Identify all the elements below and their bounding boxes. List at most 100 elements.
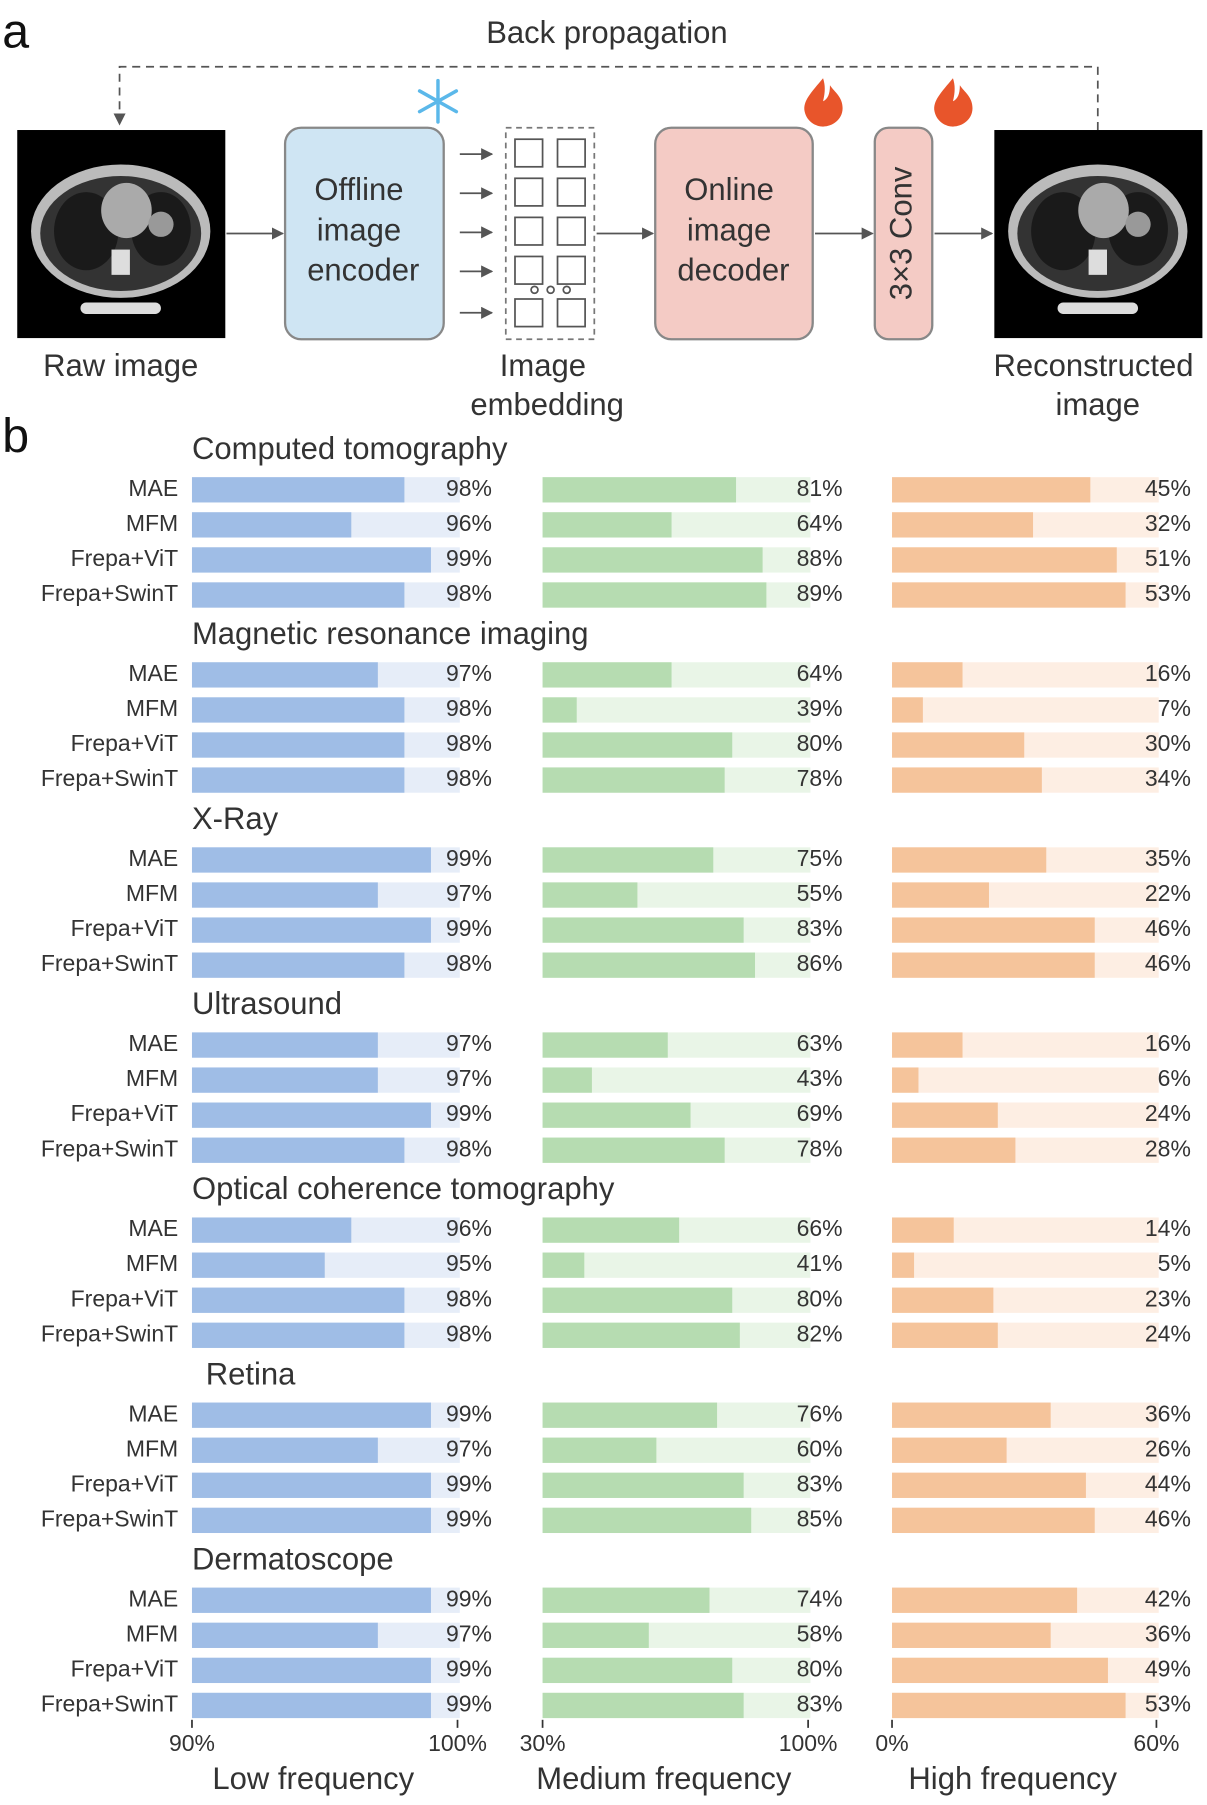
value-label: 41% (797, 1250, 843, 1276)
category-label: Frepa+SwinT (41, 765, 178, 791)
bar (892, 732, 1025, 758)
bar (892, 1507, 1095, 1534)
bar (892, 1067, 919, 1093)
value-label: 88% (797, 545, 843, 571)
bar (892, 917, 1095, 943)
x-tick-label: 100% (428, 1730, 487, 1756)
value-label: 74% (797, 1585, 843, 1611)
bar (892, 1217, 954, 1243)
value-label: 98% (446, 1135, 492, 1161)
flame-icon (934, 78, 973, 127)
bar (542, 582, 767, 608)
value-label: 98% (446, 475, 492, 501)
group-title: Optical coherence tomography (192, 1171, 615, 1206)
value-label: 55% (797, 880, 843, 906)
bar (191, 662, 378, 688)
value-label: 96% (446, 1215, 492, 1241)
value-label: 53% (1145, 1691, 1191, 1717)
value-label: 98% (446, 765, 492, 791)
bar (892, 1322, 998, 1348)
bar (892, 882, 989, 908)
group-title: X-Ray (192, 801, 279, 836)
bar (892, 767, 1042, 793)
category-label: MFM (126, 1435, 178, 1461)
category-label: MFM (126, 1620, 178, 1646)
encoder-box (283, 126, 445, 341)
bar (542, 1067, 592, 1093)
value-label: 16% (1145, 660, 1191, 686)
category-label: MFM (126, 880, 178, 906)
bar (191, 1032, 378, 1058)
bar (191, 1322, 405, 1348)
bar (542, 1217, 680, 1243)
bar (542, 1657, 733, 1684)
bar (892, 952, 1095, 978)
category-label: Frepa+ViT (71, 730, 179, 756)
value-label: 64% (797, 510, 843, 536)
value-label: 26% (1145, 1435, 1191, 1461)
value-label: 96% (446, 510, 492, 536)
value-label: 24% (1145, 1100, 1191, 1126)
value-label: 46% (1145, 915, 1191, 941)
bar (892, 1137, 1016, 1163)
category-label: MAE (128, 475, 178, 501)
value-label: 98% (446, 695, 492, 721)
bar (892, 547, 1117, 573)
value-label: 60% (797, 1435, 843, 1461)
bar (542, 1402, 718, 1428)
bar (542, 1622, 649, 1648)
bar (892, 582, 1126, 608)
panel-label: a (2, 4, 29, 58)
value-label: 99% (446, 845, 492, 871)
value-label: 63% (797, 1030, 843, 1056)
value-label: 98% (446, 1285, 492, 1311)
bar (542, 767, 725, 793)
conv-label: 3×3 Conv (884, 166, 919, 300)
category-label: Frepa+SwinT (41, 1135, 178, 1161)
category-label: MAE (128, 1030, 178, 1056)
loop-arrow (113, 65, 1099, 131)
value-label: 82% (797, 1320, 843, 1346)
value-label: 30% (1145, 730, 1191, 756)
bar (892, 1287, 994, 1313)
decoder-box (654, 126, 814, 341)
bar (892, 697, 923, 723)
bar-track (892, 697, 1159, 723)
raw-image (17, 130, 226, 339)
bar (191, 1437, 378, 1463)
category-label: MFM (126, 510, 178, 536)
bar (542, 1472, 744, 1498)
bar (542, 1287, 733, 1313)
bar (191, 1137, 405, 1163)
value-label: 89% (797, 580, 843, 606)
bar (191, 1217, 352, 1243)
bar (191, 582, 405, 608)
value-label: 53% (1145, 580, 1191, 606)
category-label: Frepa+ViT (71, 1100, 179, 1126)
x-axis-label: High frequency (908, 1761, 1117, 1796)
bar (542, 1507, 752, 1534)
group-title: Computed tomography (192, 431, 508, 466)
bar (542, 1137, 725, 1163)
bar (191, 697, 405, 723)
bar (542, 882, 638, 908)
value-label: 97% (446, 1435, 492, 1461)
value-label: 7% (1158, 695, 1191, 721)
bar (191, 917, 431, 943)
bar (892, 662, 963, 688)
value-label: 14% (1145, 1215, 1191, 1241)
category-label: MFM (126, 1065, 178, 1091)
bar (542, 732, 733, 758)
bar (191, 1692, 431, 1719)
category-label: Frepa+SwinT (41, 1691, 178, 1717)
group-title: Magnetic resonance imaging (192, 616, 589, 651)
bar (892, 1472, 1086, 1498)
value-label: 23% (1145, 1285, 1191, 1311)
bar-track (542, 1252, 811, 1278)
bar (191, 1587, 431, 1613)
decoder-label: Online image decoder (677, 172, 789, 287)
bar-track (542, 697, 811, 723)
category-label: MAE (128, 660, 178, 686)
encoder-label: Offline image encoder (307, 172, 419, 287)
value-label: 99% (446, 1470, 492, 1496)
